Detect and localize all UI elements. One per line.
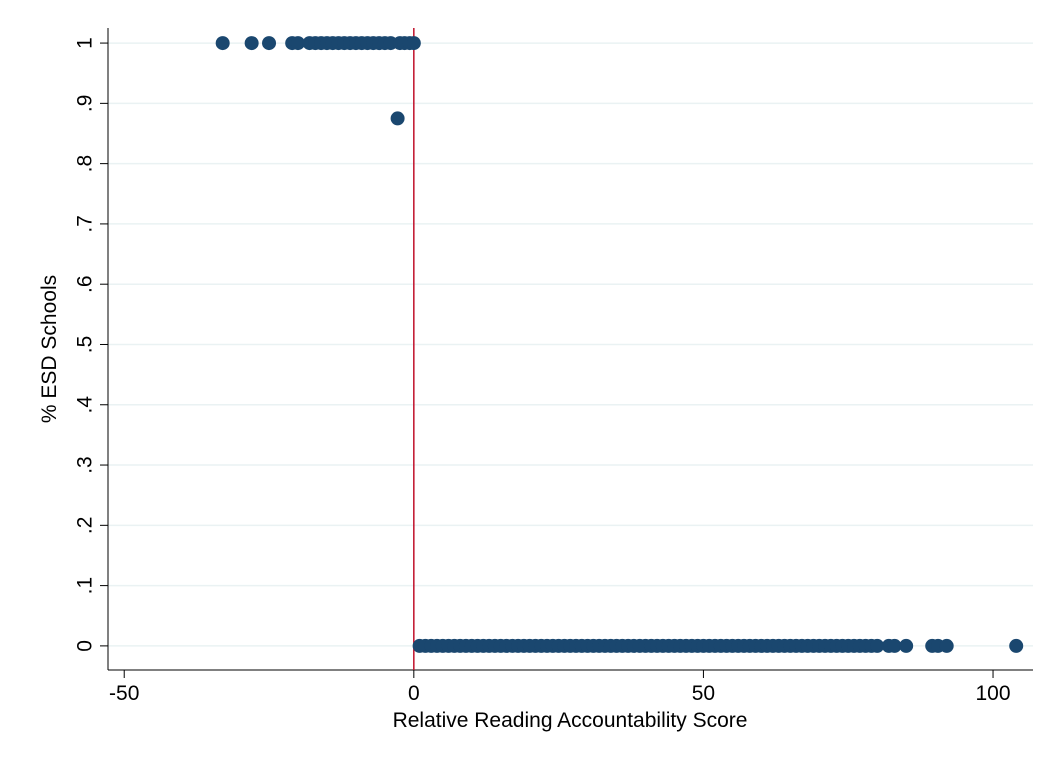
y-tick-label: .8 [74, 155, 97, 173]
x-tick-label: 50 [692, 682, 715, 705]
scatter-point [899, 638, 914, 653]
scatter-point [939, 638, 954, 653]
scatter-point [290, 36, 305, 51]
y-axis-title: % ESD Schools [38, 275, 61, 423]
y-tick-label: .1 [74, 577, 97, 595]
y-tick-label: .2 [74, 517, 97, 535]
scatter-point [1009, 638, 1024, 653]
x-tick-label: 0 [408, 682, 420, 705]
scatter-point [262, 36, 277, 51]
scatter-point [870, 638, 885, 653]
y-tick-label: .3 [74, 456, 97, 474]
scatter-point [390, 111, 405, 126]
y-tick-label: .9 [74, 95, 97, 113]
y-tick-label: 0 [74, 640, 97, 652]
scatter-point [244, 36, 259, 51]
x-tick-label: 100 [976, 682, 1011, 705]
y-tick-label: 1 [74, 37, 97, 49]
x-tick-label: -50 [109, 682, 139, 705]
y-tick-label: .4 [74, 396, 97, 414]
y-tick-label: .5 [74, 336, 97, 354]
y-tick-label: .6 [74, 275, 97, 293]
y-tick-label: .7 [74, 215, 97, 233]
scatter-point [406, 36, 421, 51]
scatter-point [215, 36, 230, 51]
x-axis-title: Relative Reading Accountability Score [393, 709, 748, 732]
scatter-point [887, 638, 902, 653]
